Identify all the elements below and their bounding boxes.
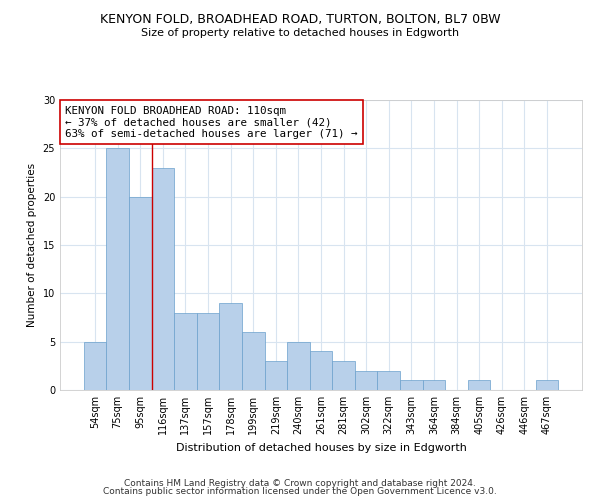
Bar xyxy=(220,303,242,390)
Bar xyxy=(536,380,558,390)
Bar xyxy=(310,352,332,390)
X-axis label: Distribution of detached houses by size in Edgworth: Distribution of detached houses by size … xyxy=(176,442,466,452)
Bar xyxy=(174,312,197,390)
Text: Contains HM Land Registry data © Crown copyright and database right 2024.: Contains HM Land Registry data © Crown c… xyxy=(124,478,476,488)
Bar xyxy=(197,312,220,390)
Bar xyxy=(242,332,265,390)
Bar xyxy=(332,361,355,390)
Bar xyxy=(106,148,129,390)
Text: KENYON FOLD BROADHEAD ROAD: 110sqm
← 37% of detached houses are smaller (42)
63%: KENYON FOLD BROADHEAD ROAD: 110sqm ← 37%… xyxy=(65,106,358,139)
Bar xyxy=(355,370,377,390)
Text: Size of property relative to detached houses in Edgworth: Size of property relative to detached ho… xyxy=(141,28,459,38)
Bar xyxy=(468,380,490,390)
Bar xyxy=(265,361,287,390)
Bar xyxy=(400,380,422,390)
Bar xyxy=(377,370,400,390)
Y-axis label: Number of detached properties: Number of detached properties xyxy=(27,163,37,327)
Bar xyxy=(129,196,152,390)
Bar xyxy=(152,168,174,390)
Bar xyxy=(84,342,106,390)
Bar xyxy=(422,380,445,390)
Text: KENYON FOLD, BROADHEAD ROAD, TURTON, BOLTON, BL7 0BW: KENYON FOLD, BROADHEAD ROAD, TURTON, BOL… xyxy=(100,12,500,26)
Bar xyxy=(287,342,310,390)
Text: Contains public sector information licensed under the Open Government Licence v3: Contains public sector information licen… xyxy=(103,487,497,496)
